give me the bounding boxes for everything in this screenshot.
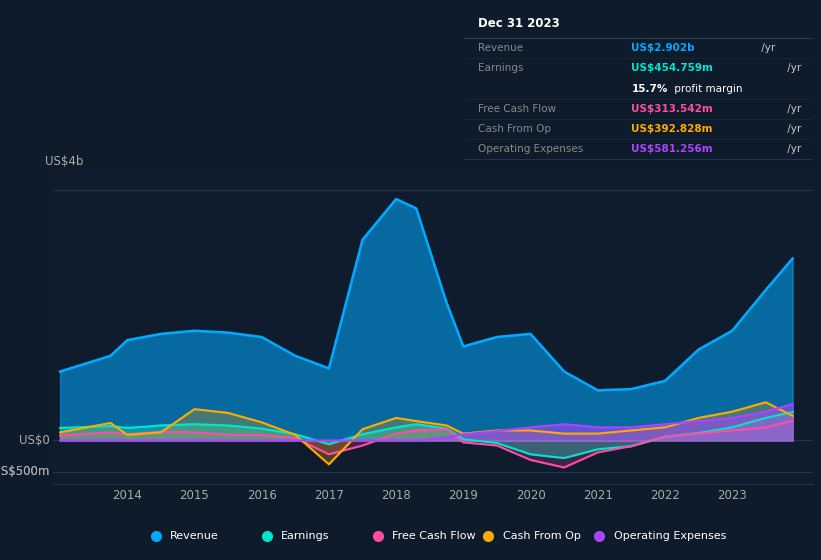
Text: Cash From Op: Cash From Op [478,124,551,134]
Text: US$581.256m: US$581.256m [631,144,713,155]
Text: Cash From Op: Cash From Op [502,531,580,541]
Text: -US$500m: -US$500m [0,465,49,478]
Text: Operating Expenses: Operating Expenses [614,531,726,541]
Text: US$0: US$0 [19,434,49,447]
Text: /yr: /yr [784,63,801,73]
Text: US$313.542m: US$313.542m [631,104,713,114]
Text: -US$500m: -US$500m [0,465,49,478]
Text: /yr: /yr [784,124,801,134]
Text: Revenue: Revenue [171,531,219,541]
Text: Free Cash Flow: Free Cash Flow [478,104,556,114]
Text: /yr: /yr [784,104,801,114]
Text: /yr: /yr [758,43,775,53]
Text: /yr: /yr [784,144,801,155]
Text: Earnings: Earnings [281,531,330,541]
Text: US$4b: US$4b [45,155,84,168]
Text: Free Cash Flow: Free Cash Flow [392,531,475,541]
Text: US$392.828m: US$392.828m [631,124,713,134]
Text: Operating Expenses: Operating Expenses [478,144,583,155]
Text: Earnings: Earnings [478,63,523,73]
Text: US$454.759m: US$454.759m [631,63,713,73]
Text: US$2.902b: US$2.902b [631,43,695,53]
Text: Revenue: Revenue [478,43,523,53]
Text: 15.7%: 15.7% [631,83,667,94]
Text: Dec 31 2023: Dec 31 2023 [478,17,560,30]
Text: profit margin: profit margin [672,83,743,94]
